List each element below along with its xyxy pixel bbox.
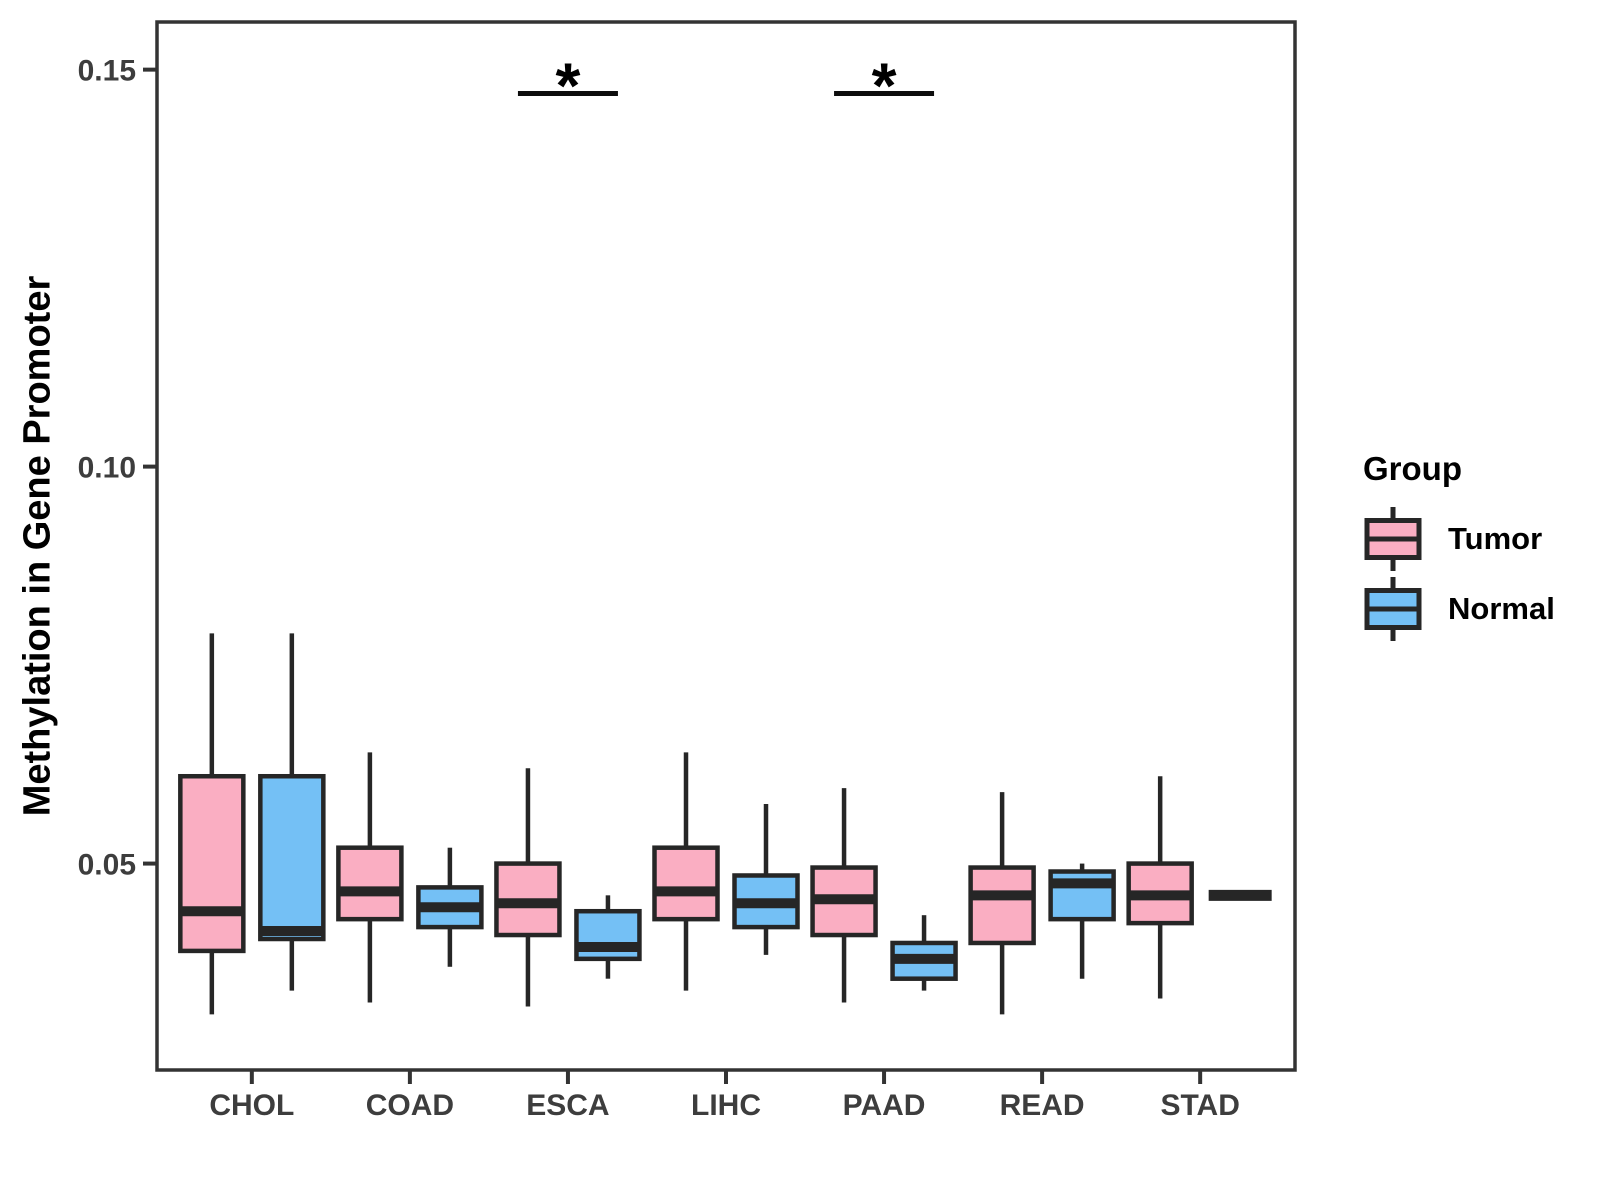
legend: Group Tumor Normal — [1363, 450, 1555, 644]
x-tick-label-ESCA: ESCA — [526, 1089, 609, 1122]
legend-label-tumor: Tumor — [1448, 521, 1543, 556]
normal-boxplot-key-icon — [1364, 577, 1422, 641]
box-tumor-LIHC — [652, 845, 720, 922]
x-tick-label-COAD: COAD — [366, 1089, 454, 1122]
box-tumor-CHOL — [178, 773, 246, 954]
y-tick-label: 0.10 — [78, 452, 136, 485]
significance-star-PAAD: * — [872, 49, 897, 121]
legend-row-normal: Normal — [1363, 574, 1555, 644]
x-tick-label-STAD: STAD — [1160, 1089, 1239, 1122]
box-tumor-COAD — [336, 845, 404, 922]
panel-border — [155, 20, 1297, 1072]
x-tick-label-CHOL: CHOL — [209, 1089, 294, 1122]
y-tick-label: 0.05 — [78, 849, 136, 882]
legend-title: Group — [1363, 450, 1462, 487]
tumor-boxplot-key-icon — [1364, 507, 1422, 571]
x-tick-label-PAAD: PAAD — [843, 1089, 926, 1122]
significance-star-ESCA: * — [555, 49, 580, 121]
y-axis-title: Methylation in Gene Promoter — [16, 275, 59, 817]
x-tick-label-READ: READ — [1000, 1089, 1085, 1122]
y-tick-label: 0.15 — [78, 55, 136, 88]
x-tick-label-LIHC: LIHC — [691, 1089, 761, 1122]
box-tumor-READ — [968, 865, 1036, 946]
box-normal-CHOL — [258, 773, 326, 942]
legend-row-tumor: Tumor — [1363, 504, 1555, 574]
legend-label-normal: Normal — [1448, 591, 1555, 626]
